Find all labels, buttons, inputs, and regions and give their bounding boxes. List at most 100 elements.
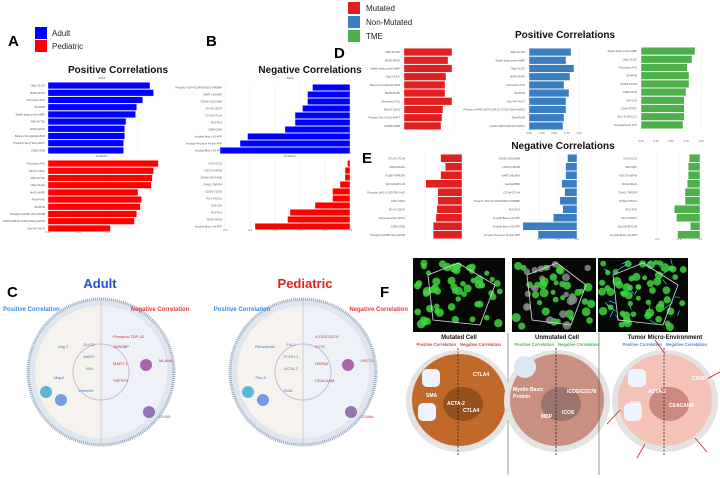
panel-f-title: Tumor Micro-Environment xyxy=(628,335,703,341)
bar-category-label: S6-RPS6 xyxy=(514,91,525,95)
bar xyxy=(294,112,351,119)
bar-category-label: FUS-FUS xyxy=(211,121,223,125)
fiber-stain xyxy=(677,310,680,316)
bar-category-label: OX40L-TNFSF4 xyxy=(203,183,222,187)
chart-d-mutated: SMA-ACTA2 APOE-APOE Myelin basic protein-M… xyxy=(368,47,455,130)
protein-label: SMA xyxy=(284,388,293,393)
bar xyxy=(640,79,690,88)
bar-category-label: FUS-FUS xyxy=(211,211,223,215)
protein-label: ICOS xyxy=(315,344,325,349)
vessel xyxy=(704,371,720,381)
cytoplasm-negative-half xyxy=(101,306,167,438)
bar xyxy=(219,147,351,154)
nucleus-stain xyxy=(581,307,591,317)
bar-category-label: EpCAM-EPCAM xyxy=(386,182,405,186)
bar-category-label: p44/42 MAPK ERK1/2-MAPK1 xyxy=(490,124,526,128)
bar xyxy=(640,104,685,113)
nucleus-stain xyxy=(438,260,447,268)
bar-category-label: Amyloid Beta 1-40-APP xyxy=(493,224,521,228)
bar-category-label: Synaptophysin-SYP xyxy=(614,123,637,127)
bar xyxy=(640,120,684,129)
bar xyxy=(254,223,351,230)
fiber-stain xyxy=(629,288,634,294)
nucleus-stain xyxy=(514,262,523,270)
nucleus-stain xyxy=(600,260,607,267)
bar-category-label: CD45-PTPRC xyxy=(621,107,637,111)
protein-label: VIM xyxy=(85,366,92,371)
cell-label: Protein xyxy=(513,394,530,400)
fiber-stain xyxy=(606,269,609,273)
bar xyxy=(287,216,351,223)
cell-label: ACTA-2 xyxy=(447,401,465,407)
nucleus-stain xyxy=(536,299,543,306)
cell-label: SMA xyxy=(630,401,642,407)
bar xyxy=(437,188,463,197)
nucleus-stain xyxy=(461,291,467,298)
bar xyxy=(561,179,578,188)
bar-category-label: Pan-AKT-AKT3 xyxy=(27,226,45,230)
bar xyxy=(332,195,351,202)
fiber-stain xyxy=(629,305,632,310)
nucleus-stain xyxy=(426,304,434,313)
cell-label: ICOS/CD278 xyxy=(567,389,596,395)
positive-correlation-label: Positive Correlation xyxy=(416,342,456,347)
bar xyxy=(640,63,688,72)
nucleus-stain xyxy=(493,280,501,287)
bar-category-label: PanCK-CDH1 xyxy=(384,108,401,112)
nucleus-stain xyxy=(663,296,671,304)
bar xyxy=(528,48,572,57)
nucleus-stain xyxy=(531,291,540,299)
protein-structure-icon xyxy=(242,386,254,398)
negative-correlation-label: Negative Correlation xyxy=(460,342,501,347)
vessel xyxy=(694,437,708,453)
bar-category-label: Myelin basic protein-MBP xyxy=(371,67,401,71)
panel-f-title: Unmutated Cell xyxy=(535,335,579,341)
bar-category-label: Phospho-p44/42 MAPK ERK1/2 (T202/Y204)-M… xyxy=(463,108,525,112)
panel-a-title: Positive Correlations xyxy=(68,65,168,76)
nucleus-stain xyxy=(581,298,589,305)
bar xyxy=(565,171,578,180)
vessel xyxy=(606,409,621,425)
nucleus-stain xyxy=(431,284,439,292)
x-tick-label: 0.25 xyxy=(539,131,545,135)
cell-label: ACTA-2 xyxy=(648,389,666,395)
bar-category-label: APOE-APOE xyxy=(30,127,46,131)
nucleus-stain xyxy=(635,284,641,290)
bar-category-label: Phospho-GSK3B (S9)-GSK3B xyxy=(370,233,405,237)
nucleus-stain xyxy=(450,283,458,291)
protein-structure-icon xyxy=(257,394,269,406)
chart-b-adult: Phospho-TDP-43 (S409/S410)-TARDBP MART1-M… xyxy=(175,83,351,154)
bar-category-label: CD68-CD68 xyxy=(31,148,46,152)
chart-d-non-mutated: SMA-ACTA2 Myelin basic protein-MBP Olig2-O… xyxy=(463,47,582,135)
chart-e-non-mutated: CD66b-CEACAM8 HSC70-HSPA8 MART1-MLANA Her2-… xyxy=(473,153,579,241)
bar-category-label: Amyloid Beta 1-42-APP xyxy=(195,135,223,139)
bar xyxy=(435,213,463,222)
x-tick-label: 0.50 xyxy=(668,139,674,143)
protein-label: Fibronectin xyxy=(255,344,275,349)
x-tick-label: 1.00 xyxy=(576,131,582,135)
bar-category-label: SMA-ACTA2 xyxy=(385,50,400,54)
bar xyxy=(403,105,444,114)
chart-b-pediatric: ICOS-ICOS HSC70-HSPA8 CD66b-CEACAM8 OX40L-T… xyxy=(195,159,352,232)
chart-a-pediatric: Fibronectin-FN1 PanCK-CDH1 SMA-ACTA2 Olig2-… xyxy=(3,159,159,232)
panel-label-c: C xyxy=(7,284,18,301)
bar-category-label: OX40L-TNFSF4 xyxy=(618,190,637,194)
protein-label: OX40L xyxy=(159,414,172,419)
bar-category-label: BAG3-BAG3 xyxy=(622,182,637,186)
protein-structure-icon xyxy=(345,406,357,418)
bar xyxy=(403,121,442,130)
bar xyxy=(537,230,578,239)
bar-category-label: EpCAM-EPCAM xyxy=(618,224,637,228)
bar xyxy=(403,89,446,98)
nucleus-stain xyxy=(432,277,441,286)
sma-protein-icon xyxy=(624,403,642,421)
nucleus-stain xyxy=(469,316,476,323)
cell-label: CTLA4 xyxy=(473,372,489,378)
nucleus-stain xyxy=(635,295,641,301)
bar xyxy=(528,89,570,98)
nucleus-stain xyxy=(474,301,481,308)
bar xyxy=(559,196,578,205)
nucleus-stain xyxy=(454,263,462,270)
protein-structure-icon xyxy=(40,386,52,398)
bar-category-label: BCL-XL-BCL2L1 xyxy=(618,115,638,119)
